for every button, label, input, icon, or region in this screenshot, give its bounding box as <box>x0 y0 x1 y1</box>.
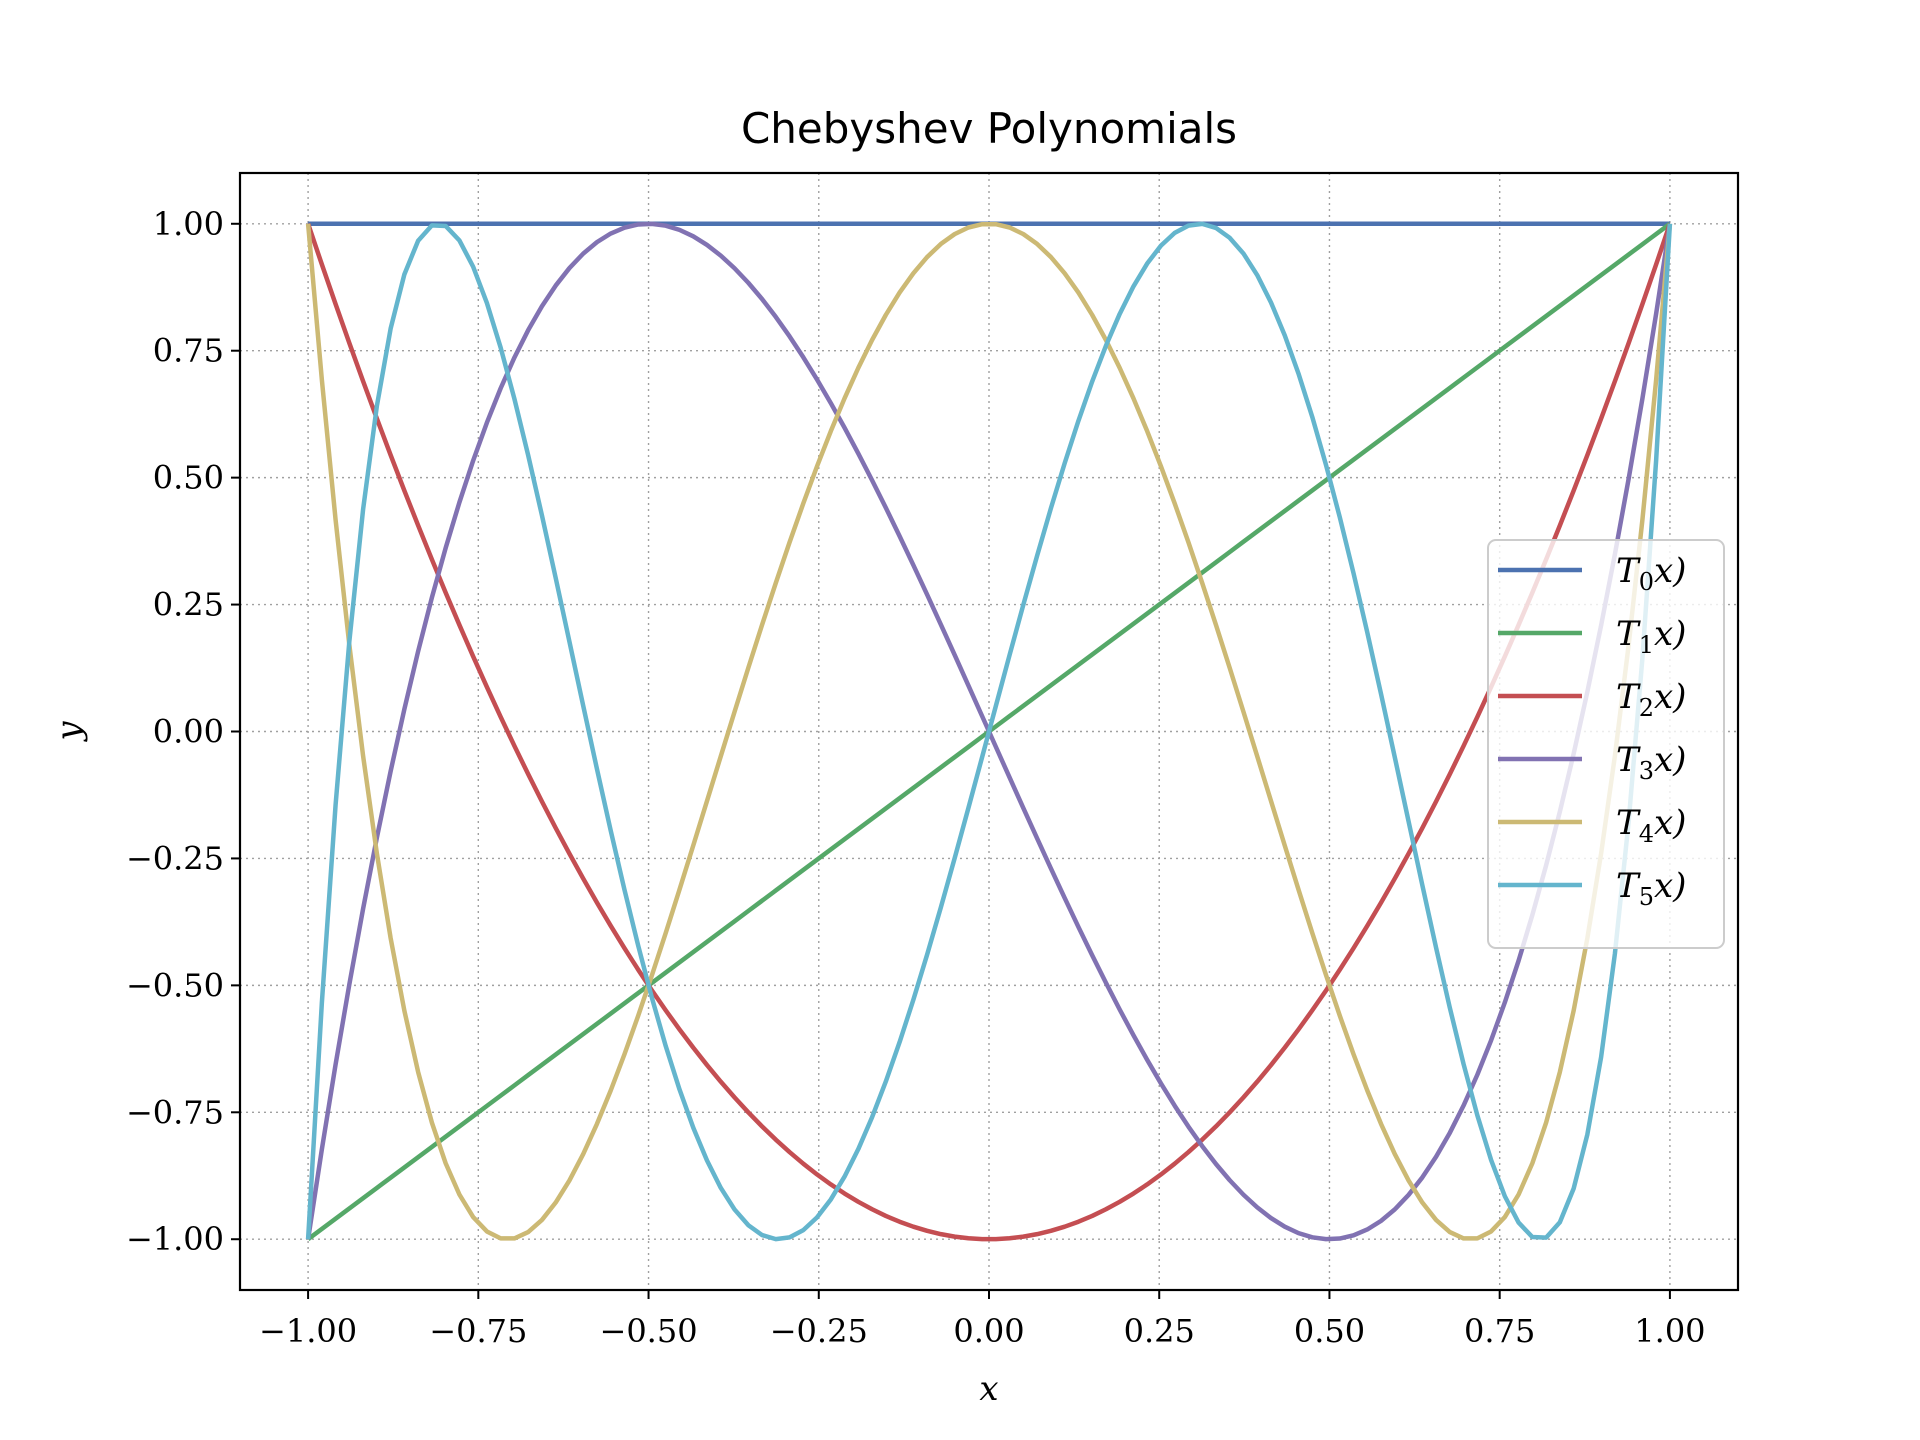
series-line-t5 <box>305 221 1673 1242</box>
y-tick-label: 1.00 <box>153 205 224 243</box>
legend-label-t1: T1x) <box>1616 614 1686 659</box>
y-axis-label: y <box>49 721 89 743</box>
legend-label-t5: T5x) <box>1616 866 1686 911</box>
series-layer <box>305 221 1673 1242</box>
y-tick-label: 0.50 <box>153 459 224 497</box>
legend-label-t0: T0x) <box>1616 551 1686 596</box>
x-tick-label: 0.50 <box>1294 1312 1365 1350</box>
legend-label-t3: T3x) <box>1616 740 1686 785</box>
x-tick-label: −0.50 <box>600 1312 698 1350</box>
series-line-t2 <box>305 223 1673 1242</box>
x-tick-label: 0.00 <box>953 1312 1024 1350</box>
y-tick-label: −0.25 <box>126 839 224 877</box>
x-axis-label: x <box>979 1369 998 1409</box>
series-line-t4 <box>305 221 1673 1241</box>
y-tick-label: −1.00 <box>126 1220 224 1258</box>
tick-layer: −1.00 −0.75 −0.50 −0.25 0.00 0.25 0.50 0.75 1.00… <box>126 205 1706 1350</box>
legend-label-t2: T2x) <box>1616 677 1686 722</box>
x-tick-label: −0.25 <box>770 1312 868 1350</box>
y-tick-label: 0.75 <box>153 332 224 370</box>
x-tick-label: −1.00 <box>259 1312 357 1350</box>
legend: T0x) T1x) T2x) T3x) T4x) T5x) <box>1487 539 1725 949</box>
legend-box <box>1487 539 1725 949</box>
x-tick-label: −0.75 <box>429 1312 527 1350</box>
x-tick-label: 0.25 <box>1124 1312 1195 1350</box>
chart-title: Chebyshev Polynomials <box>741 104 1237 153</box>
y-tick-label: −0.50 <box>126 966 224 1004</box>
legend-label-t4: T4x) <box>1616 803 1686 848</box>
y-tick-label: 0.25 <box>153 586 224 624</box>
y-tick-label: −0.75 <box>126 1093 224 1131</box>
x-tick-label: 0.75 <box>1464 1312 1535 1350</box>
x-tick-label: 1.00 <box>1634 1312 1705 1350</box>
y-tick-label: 0.00 <box>153 713 224 751</box>
